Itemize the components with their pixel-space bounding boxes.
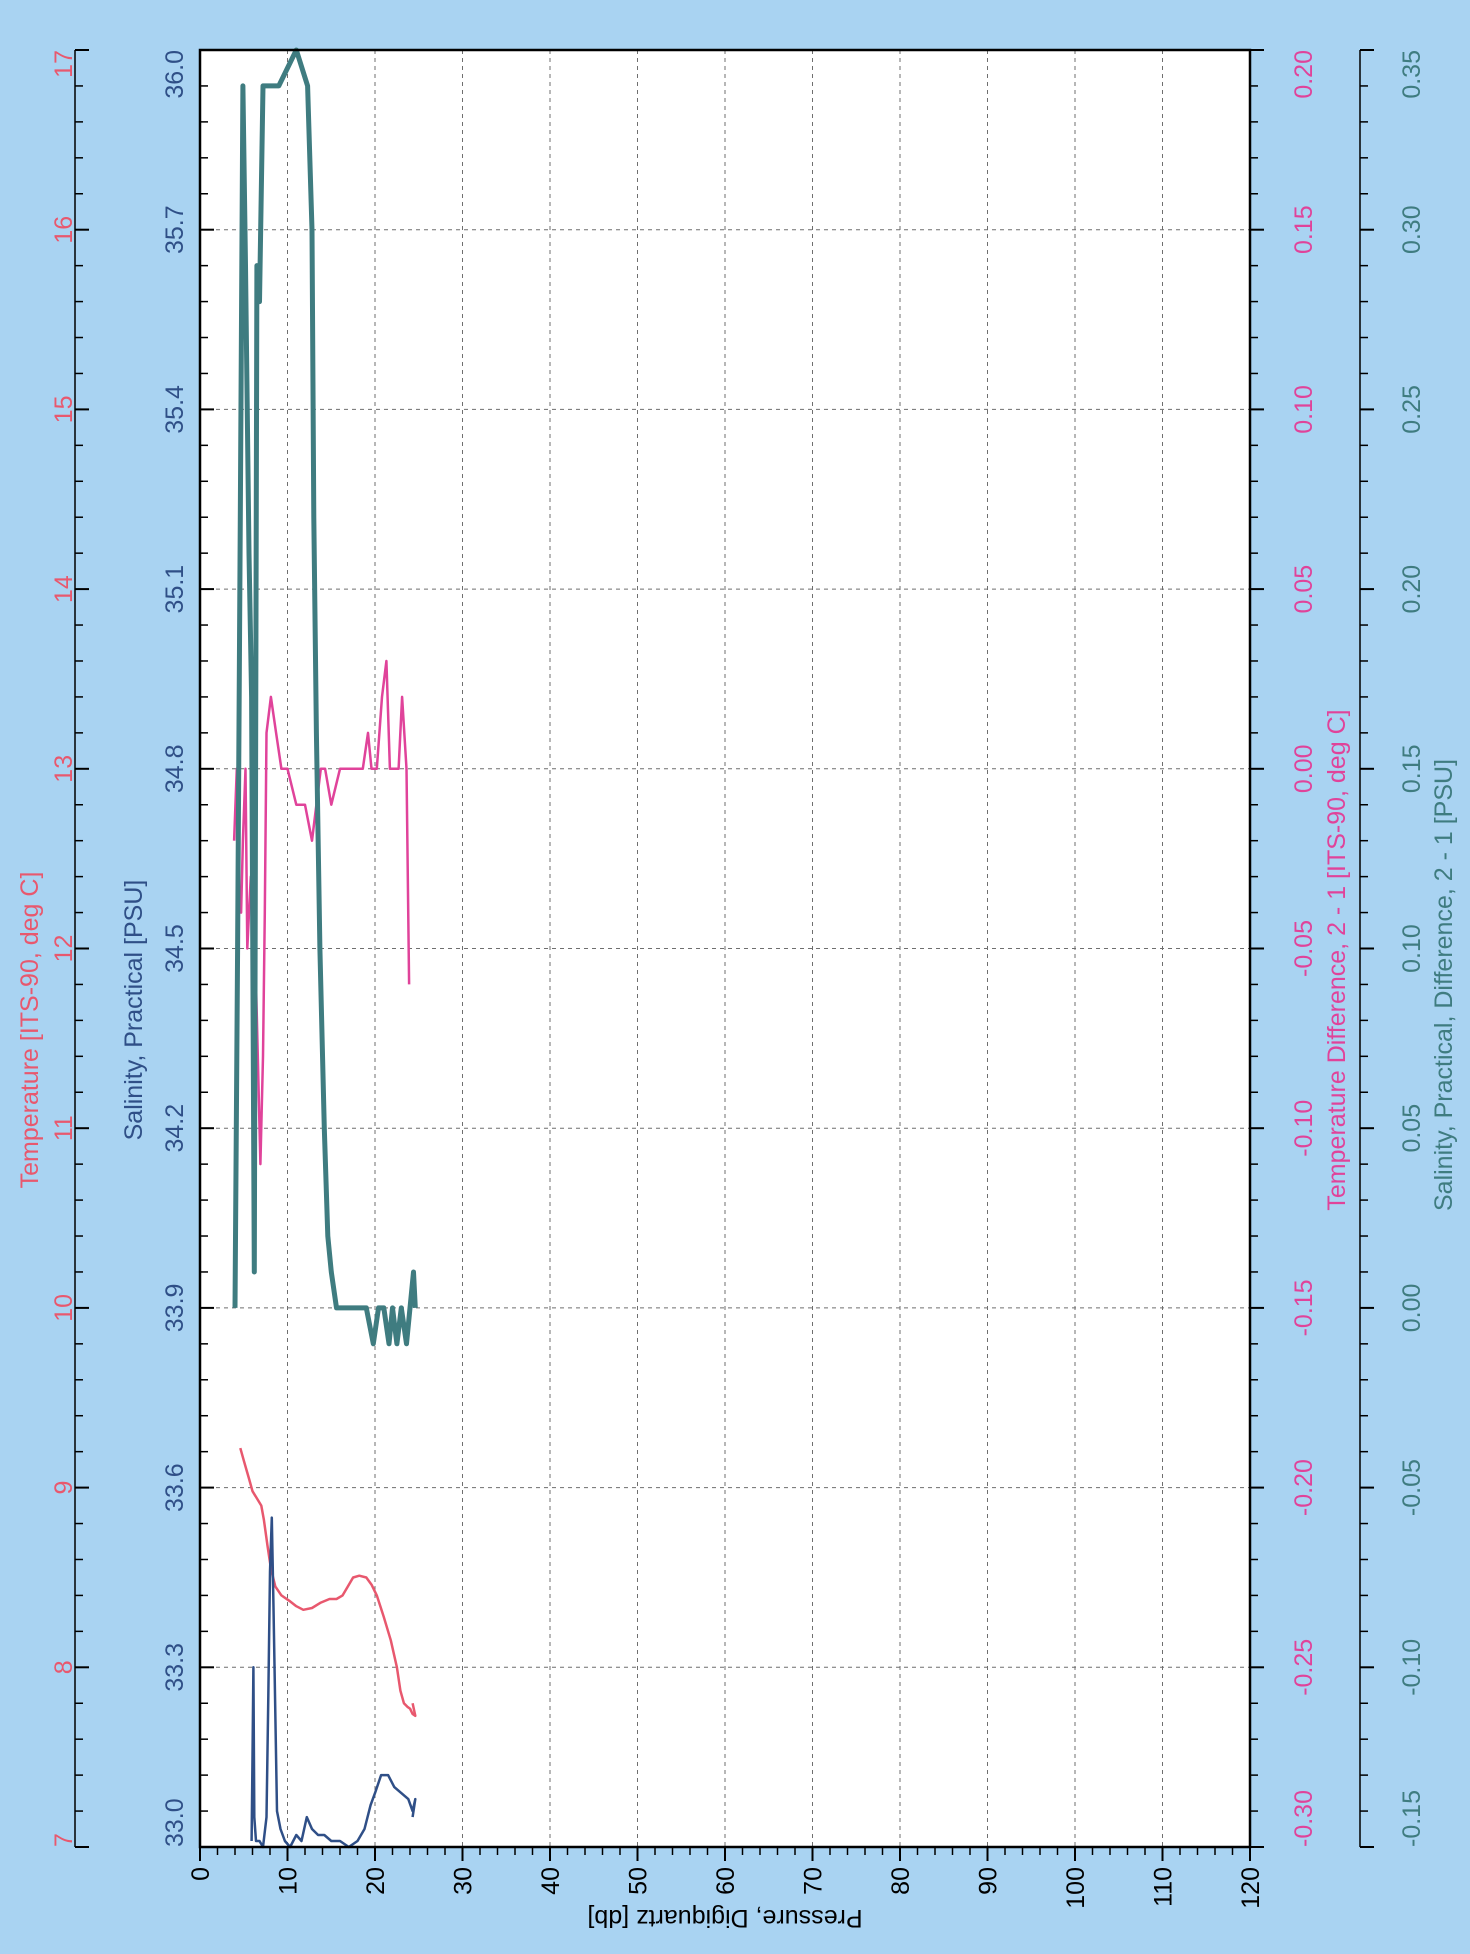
pressure-axis: 0 10 20 30 40 50 60 70 80 90 100 110 120 (187, 1847, 1265, 1909)
axis-tick-label: -0.30 (1290, 1790, 1318, 1847)
pressure-tick-label: 20 (362, 1867, 390, 1895)
axis-tick-label: 0.15 (1290, 205, 1318, 254)
pressure-tick-label: 30 (450, 1867, 478, 1895)
axis-tick-label: 0.20 (1290, 50, 1318, 99)
axis-tick-label: 36.0 (161, 50, 189, 99)
pressure-tick-label: 90 (975, 1867, 1003, 1895)
salinity-difference-axis-title: Salinity, Practical, Difference, 2 - 1 [… (1430, 759, 1458, 1211)
temperature-difference-axis: -0.30 -0.25 -0.20 -0.15 -0.10 -0.05 0.00 0.05 0.… (1249, 49, 1318, 1848)
grid-lines (200, 50, 1250, 1847)
axis-tick-label: 33.3 (161, 1643, 189, 1692)
axis-tick-label: 0.05 (1398, 1104, 1426, 1153)
axis-tick-label: 13 (50, 755, 78, 783)
value-axes: 789101112131415161733.033.333.633.934.23… (50, 49, 1426, 1848)
axis-tick-label: 14 (50, 575, 78, 603)
axis-tick-label: 34.8 (161, 744, 189, 793)
pressure-tick-label: 110 (1150, 1867, 1178, 1907)
axis-tick-label: -0.25 (1290, 1639, 1318, 1696)
pressure-tick-label: 60 (712, 1867, 740, 1895)
axis-tick-label: -0.10 (1398, 1639, 1426, 1696)
pressure-tick-label: 40 (537, 1867, 565, 1895)
axis-tick-label: 12 (50, 935, 78, 963)
axis-tick-label: 0.00 (1290, 744, 1318, 793)
axis-tick-label: 17 (50, 50, 78, 78)
axis-tick-label: 0.20 (1398, 565, 1426, 614)
axis-tick-label: 11 (50, 1115, 78, 1141)
temperature-axis: 7 8 9 10 11 12 13 14 15 16 17 (50, 49, 89, 1848)
salinity-difference-axis: -0.15 -0.10 -0.05 0.00 0.05 0.10 0.15 0.20 0.25 0… (1359, 49, 1426, 1848)
axis-tick-label: 10 (50, 1294, 78, 1322)
axis-tick-label: 0.30 (1398, 205, 1426, 254)
axis-tick-label: 34.2 (161, 1104, 189, 1153)
axis-tick-label: 33.9 (161, 1284, 189, 1333)
axis-tick-label: 35.1 (161, 565, 189, 614)
pressure-tick-label: 80 (887, 1867, 915, 1895)
pressure-axis-title: Pressure, Digiquartz [db] (587, 1904, 862, 1932)
salinity-axis: 33.0 33.3 33.6 33.9 34.2 34.5 34.8 35.1 35.4 35.7… (161, 49, 214, 1848)
pressure-tick-label: 0 (187, 1867, 215, 1881)
axis-tick-label: 0.10 (1290, 385, 1318, 434)
axis-tick-label: 35.7 (161, 205, 189, 254)
axis-tick-label: 0.25 (1398, 385, 1426, 434)
salinity-difference-line (232, 47, 418, 1347)
axis-tick-label: 33.0 (161, 1798, 189, 1847)
temperature-difference-axis-title: Temperature Difference, 2 - 1 [ITS-90, d… (1323, 709, 1351, 1210)
temperature-line (239, 1447, 417, 1718)
temperature-difference-line (232, 659, 411, 1166)
axis-tick-label: -0.10 (1290, 1100, 1318, 1157)
temperature-axis-title: Temperature [ITS-90, deg C] (16, 872, 44, 1189)
axis-tick-label: 8 (50, 1660, 78, 1674)
axis-tick-label: 0.10 (1398, 924, 1426, 973)
axis-tick-label: -0.05 (1398, 1459, 1426, 1516)
pressure-tick-label: 120 (1237, 1867, 1265, 1909)
pressure-tick-label: 50 (625, 1867, 653, 1895)
axis-tick-label: 35.4 (161, 385, 189, 434)
axis-titles: Pressure, Digiquartz [db] Temperature [I… (16, 709, 1458, 1932)
axis-tick-label: 15 (50, 395, 78, 423)
axis-tick-label: 16 (50, 216, 78, 244)
axis-tick-label: -0.15 (1398, 1790, 1426, 1847)
axis-tick-label: 34.5 (161, 924, 189, 973)
axis-tick-label: 9 (50, 1481, 78, 1495)
salinity-axis-title: Salinity, Practical [PSU] (120, 880, 148, 1141)
axis-tick-label: 33.6 (161, 1463, 189, 1512)
axis-tick-label: 0.35 (1398, 50, 1426, 99)
pressure-tick-label: 100 (1062, 1867, 1090, 1909)
axis-tick-label: 0.00 (1398, 1284, 1426, 1333)
axis-tick-label: -0.05 (1290, 920, 1318, 977)
axis-tick-label: -0.15 (1290, 1279, 1318, 1336)
axis-tick-label: -0.20 (1290, 1459, 1318, 1516)
axis-tick-label: 0.05 (1290, 565, 1318, 614)
axis-tick-label: 0.15 (1398, 744, 1426, 793)
axis-tick-label: 7 (50, 1833, 78, 1847)
pressure-tick-label: 10 (275, 1867, 303, 1895)
pressure-tick-label: 70 (800, 1867, 828, 1895)
